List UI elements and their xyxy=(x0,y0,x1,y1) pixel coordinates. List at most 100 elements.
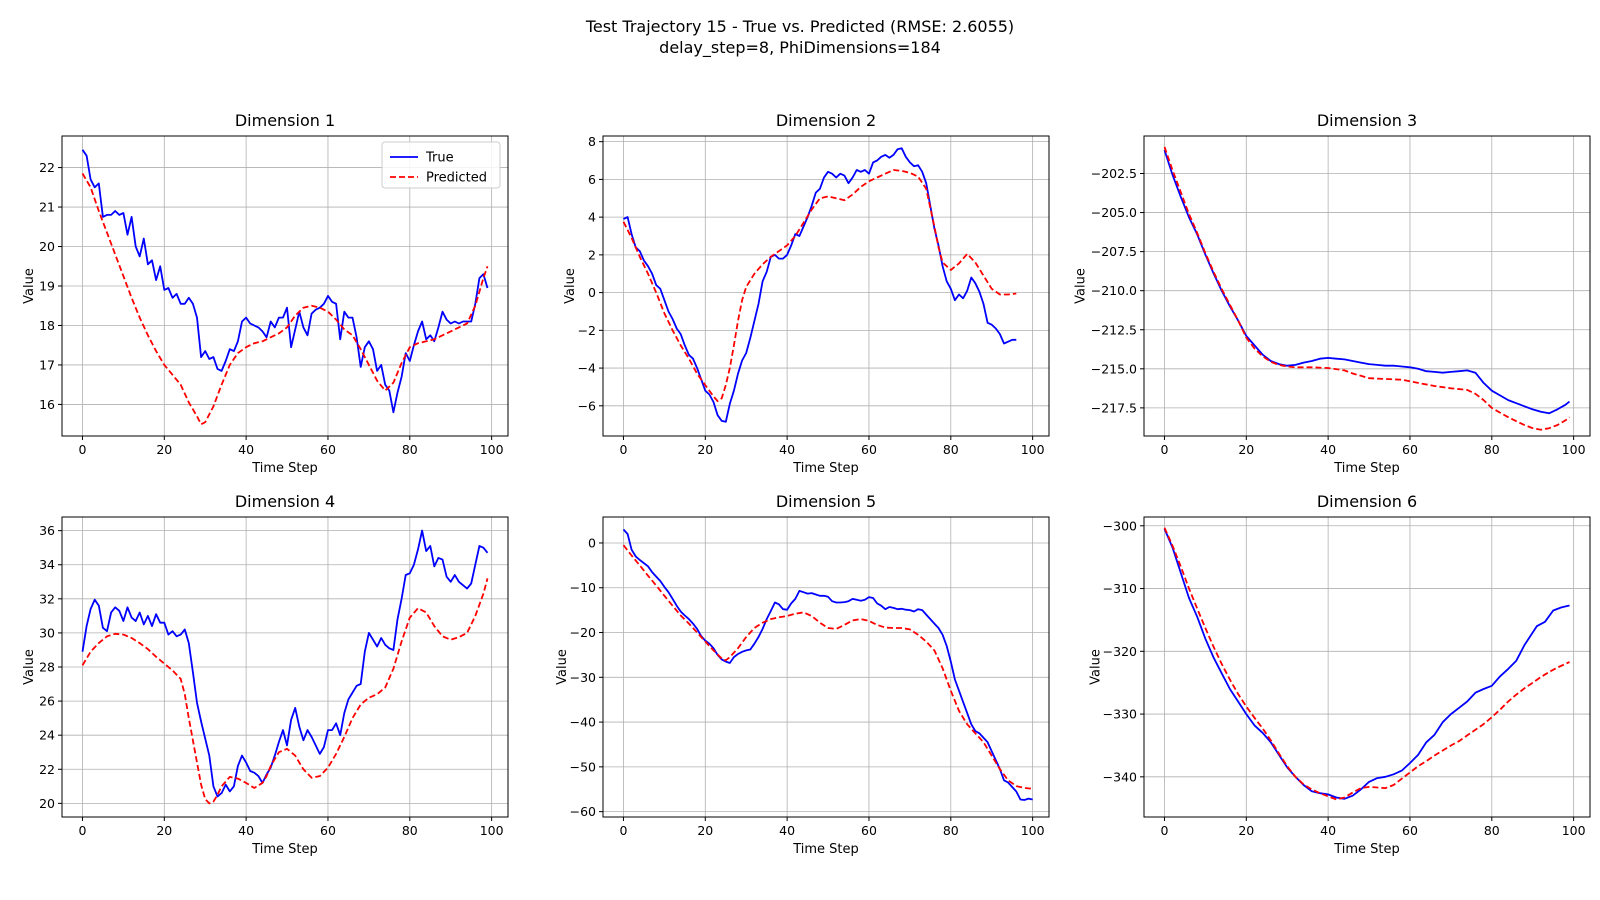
predicted-series-line xyxy=(81,173,489,426)
y-tick-label: 22 xyxy=(39,160,55,175)
subplot-title: Dimension 5 xyxy=(776,492,876,511)
y-tick-label: 36 xyxy=(39,523,55,538)
plot-frame xyxy=(602,516,1050,818)
y-tick-label: 6 xyxy=(588,172,596,187)
y-tick-label: 16 xyxy=(39,397,55,412)
y-tick-label: −40 xyxy=(570,715,596,730)
y-tick-label: 0 xyxy=(588,535,596,550)
subplot-title: Dimension 4 xyxy=(235,492,335,511)
x-tick-label: 40 xyxy=(238,823,254,838)
x-axis-label: Time Step xyxy=(792,842,859,857)
predicted-series-line xyxy=(622,169,1017,402)
x-tick-label: 20 xyxy=(156,442,172,457)
y-tick-label: 18 xyxy=(39,318,55,333)
y-tick-label: 22 xyxy=(39,762,55,777)
y-tick-label: −30 xyxy=(570,670,596,685)
y-tick-label: −330 xyxy=(1103,707,1137,722)
x-tick-label: 40 xyxy=(1320,442,1336,457)
x-tick-label: 40 xyxy=(779,442,795,457)
x-tick-label: 100 xyxy=(1562,823,1586,838)
x-tick-label: 0 xyxy=(78,442,86,457)
y-tick-label: 30 xyxy=(39,625,55,640)
x-tick-label: 0 xyxy=(1160,823,1168,838)
x-tick-label: 100 xyxy=(1021,823,1045,838)
plot-frame xyxy=(1143,135,1591,437)
x-axis-label: Time Step xyxy=(792,461,859,476)
x-tick-label: 60 xyxy=(1402,823,1418,838)
legend: True Predicted xyxy=(381,141,501,189)
subplot-1: 0 20 40 60 80 100 16 17 18 19 20 21 22 Dimension 1 Tim… xyxy=(22,111,509,476)
x-tick-label: 60 xyxy=(320,442,336,457)
x-tick-label: 20 xyxy=(697,442,713,457)
true-series-line xyxy=(81,529,489,798)
x-tick-label: 80 xyxy=(943,442,959,457)
y-tick-label: 24 xyxy=(39,728,55,743)
y-tick-label: −4 xyxy=(578,361,596,376)
x-tick-label: 20 xyxy=(697,823,713,838)
plot-frame xyxy=(1143,516,1591,818)
legend-predicted-label: Predicted xyxy=(426,171,487,186)
subplot-title: Dimension 1 xyxy=(235,111,335,130)
x-tick-label: 80 xyxy=(402,823,418,838)
y-tick-label: −217.5 xyxy=(1091,400,1137,415)
x-tick-label: 100 xyxy=(1021,442,1045,457)
x-tick-label: 40 xyxy=(238,442,254,457)
y-tick-label: −212.5 xyxy=(1091,322,1137,337)
x-tick-label: 20 xyxy=(156,823,172,838)
figure-subtitle: delay_step=8, PhiDimensions=184 xyxy=(659,38,941,58)
y-axis-label: Value xyxy=(22,268,37,304)
x-tick-label: 40 xyxy=(1320,823,1336,838)
y-tick-label: −340 xyxy=(1103,769,1137,784)
y-tick-label: 20 xyxy=(39,796,55,811)
y-tick-label: 28 xyxy=(39,660,55,675)
figure-title: Test Trajectory 15 - True vs. Predicted … xyxy=(585,17,1014,36)
y-axis-label: Value xyxy=(22,649,37,685)
y-tick-label: −2 xyxy=(578,323,596,338)
true-series-line xyxy=(81,149,489,414)
subplot-3: 0 20 40 60 80 100 −217.5 −215.0 −212.5 −210.0 −207… xyxy=(1073,111,1591,476)
y-tick-label: 34 xyxy=(39,557,55,572)
subplot-title: Dimension 6 xyxy=(1317,492,1417,511)
plot-frame xyxy=(602,135,1050,437)
y-tick-label: −20 xyxy=(570,625,596,640)
x-tick-label: 80 xyxy=(402,442,418,457)
y-tick-label: 8 xyxy=(588,134,596,149)
y-tick-label: 19 xyxy=(39,279,55,294)
y-axis-label: Value xyxy=(555,649,570,685)
x-tick-label: 80 xyxy=(943,823,959,838)
subplot-title: Dimension 2 xyxy=(776,111,876,130)
y-tick-label: −300 xyxy=(1103,518,1137,533)
subplot-5: 0 20 40 60 80 100 −60 −50 −40 −30 −20 −10 0 Dimension… xyxy=(555,492,1050,857)
y-tick-label: 17 xyxy=(39,357,55,372)
subplot-2: 0 20 40 60 80 100 −6 −4 −2 0 2 4 6 8 Dimension 2 Time S… xyxy=(563,111,1050,476)
true-series-line xyxy=(622,528,1033,801)
y-tick-label: −205.0 xyxy=(1091,205,1137,220)
true-series-line xyxy=(1163,149,1571,415)
y-tick-label: −310 xyxy=(1103,581,1137,596)
x-axis-label: Time Step xyxy=(1333,842,1400,857)
x-tick-label: 20 xyxy=(1238,442,1254,457)
x-tick-label: 80 xyxy=(1484,823,1500,838)
x-tick-label: 80 xyxy=(1484,442,1500,457)
x-tick-label: 60 xyxy=(861,442,877,457)
predicted-series-line xyxy=(81,578,489,805)
x-axis-label: Time Step xyxy=(1333,461,1400,476)
y-tick-label: 0 xyxy=(588,285,596,300)
x-tick-label: 20 xyxy=(1238,823,1254,838)
legend-true-label: True xyxy=(425,151,454,166)
y-tick-label: 32 xyxy=(39,591,55,606)
x-tick-label: 60 xyxy=(861,823,877,838)
y-tick-label: −210.0 xyxy=(1091,283,1137,298)
x-tick-label: 0 xyxy=(78,823,86,838)
y-tick-label: 2 xyxy=(588,247,596,262)
x-tick-label: 0 xyxy=(619,823,627,838)
x-tick-label: 0 xyxy=(1160,442,1168,457)
y-axis-label: Value xyxy=(1073,268,1088,304)
y-axis-label: Value xyxy=(563,268,578,304)
x-tick-label: 100 xyxy=(480,442,504,457)
true-series-line xyxy=(1163,528,1570,800)
y-tick-label: 21 xyxy=(39,200,55,215)
true-series-line xyxy=(623,147,1017,423)
